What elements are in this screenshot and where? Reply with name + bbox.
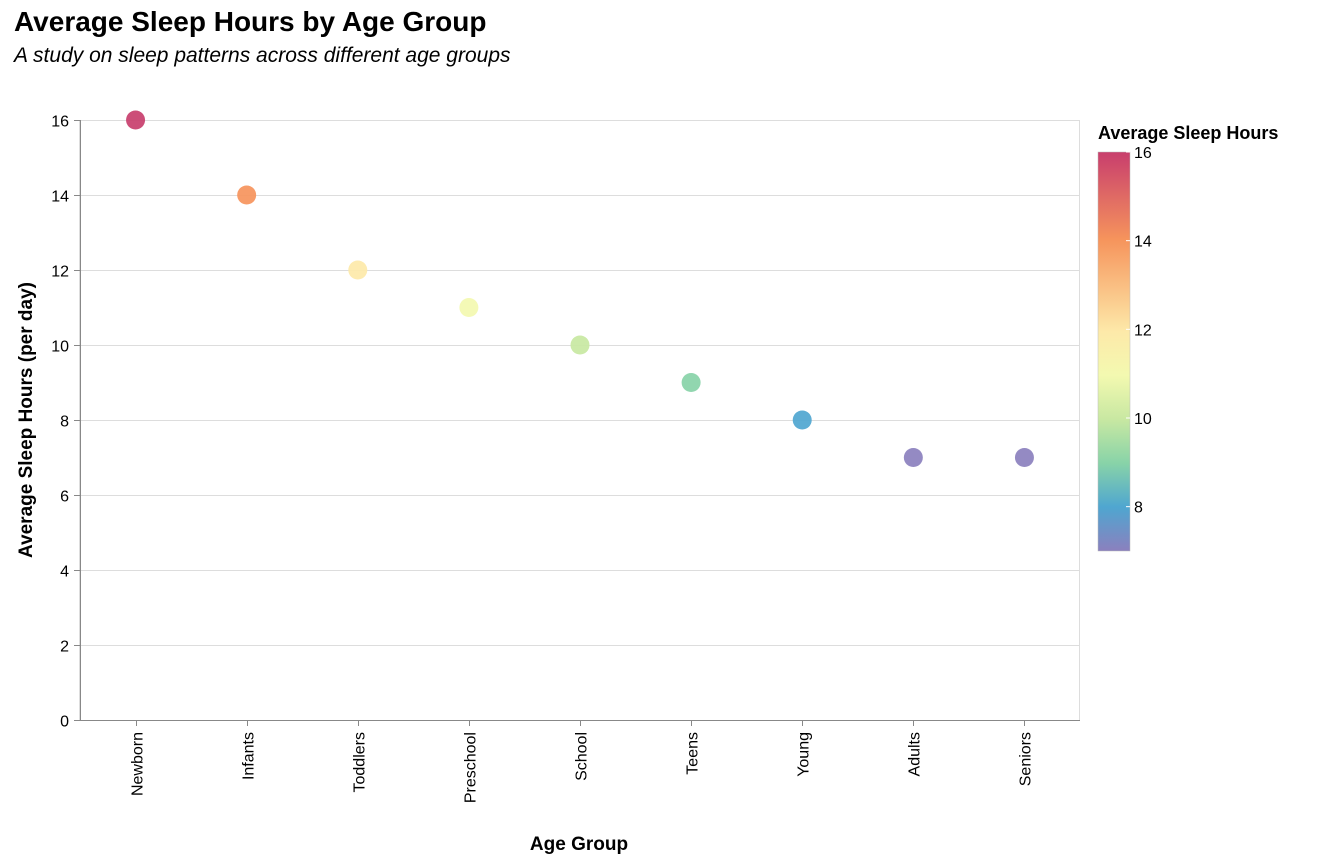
x-tick-label: Preschool xyxy=(463,732,480,803)
y-tick-label: 6 xyxy=(60,489,69,506)
chart-subtitle: A study on sleep patterns across differe… xyxy=(14,44,511,67)
data-point-seniors[interactable] xyxy=(1014,448,1034,467)
legend-ticks: 8 10 12 14 16 xyxy=(1126,145,1152,517)
legend-tick-label: 16 xyxy=(1134,145,1152,162)
data-point-preschool[interactable] xyxy=(459,298,479,317)
y-tick-label: 16 xyxy=(51,114,69,131)
color-legend: Average Sleep Hours 8 10 12 14 16 xyxy=(1097,123,1278,552)
x-tick-label: Newborn xyxy=(130,732,147,796)
legend-tick-label: 8 xyxy=(1134,500,1143,517)
x-axis-title: Age Group xyxy=(530,834,628,855)
chart-title: Average Sleep Hours by Age Group xyxy=(14,6,487,37)
legend-tick-label: 12 xyxy=(1134,322,1152,339)
gridlines xyxy=(80,120,1080,721)
x-tick-label: School xyxy=(574,732,591,781)
legend-tick-label: 10 xyxy=(1134,411,1152,428)
legend-gradient-bar xyxy=(1097,151,1131,552)
legend-title: Average Sleep Hours xyxy=(1098,123,1278,143)
data-point-toddlers[interactable] xyxy=(348,260,368,280)
x-tick-label: Teens xyxy=(685,732,702,775)
data-point-teens[interactable] xyxy=(681,373,701,392)
x-tick-label: Adults xyxy=(907,732,924,776)
x-axis: Newborn Infants Toddlers Preschool School Tee… xyxy=(80,720,1080,803)
y-axis-title: Average Sleep Hours (per day) xyxy=(16,282,37,558)
data-point-school[interactable] xyxy=(570,335,590,355)
y-axis: 0 2 4 6 8 10 12 14 16 xyxy=(51,114,81,731)
y-tick-label: 10 xyxy=(51,339,69,356)
x-tick-label: Infants xyxy=(241,732,258,780)
y-tick-label: 0 xyxy=(60,714,69,731)
data-point-young[interactable] xyxy=(792,410,812,430)
x-tick-label: Toddlers xyxy=(352,732,369,792)
y-tick-label: 14 xyxy=(51,189,69,206)
y-tick-label: 2 xyxy=(60,639,69,656)
x-tick-label: Seniors xyxy=(1018,732,1035,786)
data-point-adults[interactable] xyxy=(903,448,923,467)
data-points xyxy=(126,110,1034,467)
data-point-newborn[interactable] xyxy=(126,110,146,130)
data-point-infants[interactable] xyxy=(237,185,257,205)
legend-tick-label: 14 xyxy=(1134,234,1152,251)
y-tick-label: 4 xyxy=(60,564,69,581)
y-tick-label: 12 xyxy=(51,264,69,281)
y-tick-label: 8 xyxy=(60,414,69,431)
x-tick-label: Young xyxy=(796,732,813,777)
